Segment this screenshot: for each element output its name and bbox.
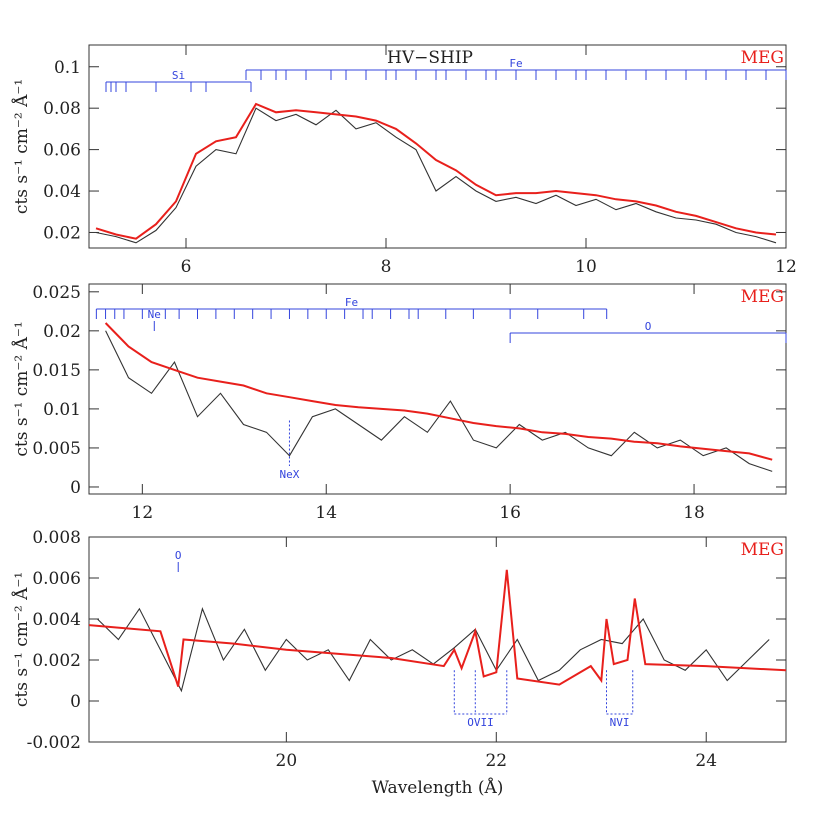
y-tick-label: 0.08 [43,99,81,119]
y-tick-label: 0.1 [54,58,81,78]
x-tick-label: 14 [315,503,337,523]
y-tick-label: 0.01 [43,400,81,420]
x-tick-label: 12 [775,257,797,277]
annotation: MEG [741,540,784,560]
spectrum-line [89,569,786,687]
line-id-label: Si [172,69,185,82]
line-id-label: Fe [345,296,358,309]
y-tick-label: 0.008 [32,528,81,548]
line-id-label: OVII [467,716,494,729]
y-tick-label: 0.025 [32,283,81,303]
x-tick-label: 24 [695,751,717,771]
y-tick-label: 0.02 [43,223,81,243]
plot-frame [88,536,787,743]
line-id-label: Fe [509,57,522,70]
y-tick-label: 0.002 [32,651,81,671]
x-tick-label: 8 [381,257,392,277]
y-axis-label: cts s⁻¹ cm⁻² Å⁻¹ [11,572,32,707]
y-tick-label: 0.015 [32,361,81,381]
spectrum-line [97,607,770,693]
y-tick-label: 0.04 [43,182,81,202]
y-axis-label: cts s⁻¹ cm⁻² Å⁻¹ [11,79,32,214]
line-id-label: O [175,549,182,562]
spectrum-line [95,107,777,244]
x-tick-label: 20 [276,751,298,771]
line-id-label: Ne [148,308,161,321]
x-tick-label: 22 [485,751,507,771]
y-tick-label: 0 [70,692,81,712]
spectrum-line [95,102,777,240]
x-axis-label: Wavelength (Å) [372,777,504,798]
y-tick-label: 0.02 [43,322,81,342]
y-tick-label: 0.005 [32,439,81,459]
y-tick-label: -0.002 [27,733,81,753]
annotation: MEG [741,48,784,68]
chart-title: HV−SHIP [387,48,473,68]
plot-frame [88,44,787,249]
x-tick-label: 16 [499,503,521,523]
line-id-label: NeX [280,468,300,481]
spectrum-line [104,322,773,461]
y-tick-label: 0 [70,478,81,498]
line-id-label: O [645,320,652,333]
x-tick-label: 6 [181,257,192,277]
spectrum-line [105,330,773,472]
annotation: MEG [741,287,784,307]
x-tick-label: 18 [683,503,705,523]
y-tick-label: 0.06 [43,141,81,161]
y-tick-label: 0.004 [32,610,81,630]
plot-frame [88,283,787,495]
x-tick-label: 12 [132,503,154,523]
line-id-label: NVI [610,716,630,729]
y-axis-label: cts s⁻¹ cm⁻² Å⁻¹ [11,321,32,456]
y-tick-label: 0.006 [32,569,81,589]
x-tick-label: 10 [575,257,597,277]
